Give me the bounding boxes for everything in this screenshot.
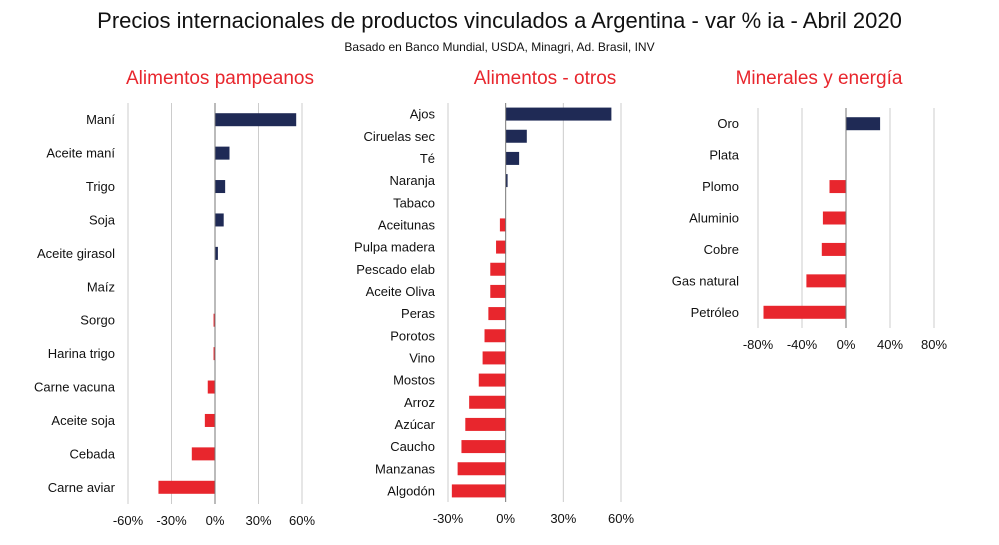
tick-label: -80% bbox=[743, 337, 774, 352]
bar bbox=[204, 413, 215, 427]
panel-title: Minerales y energía bbox=[736, 68, 903, 89]
category-label: Ajos bbox=[410, 107, 436, 122]
tick-label: 0% bbox=[206, 513, 225, 528]
chart-title: Precios internacionales de productos vin… bbox=[97, 8, 902, 33]
category-label: Porotos bbox=[390, 328, 435, 343]
bar bbox=[763, 305, 846, 319]
tick-label: 60% bbox=[608, 511, 634, 526]
category-label: Vino bbox=[409, 350, 435, 365]
bar bbox=[215, 113, 297, 127]
bar bbox=[822, 211, 846, 225]
category-label: Ciruelas sec bbox=[363, 129, 435, 144]
bar bbox=[207, 380, 215, 394]
bar bbox=[821, 242, 846, 256]
bar bbox=[505, 107, 612, 121]
bar bbox=[829, 180, 846, 194]
bar bbox=[215, 180, 226, 194]
category-label: Naranja bbox=[389, 173, 435, 188]
category-label: Petróleo bbox=[691, 305, 739, 320]
category-label: Aluminio bbox=[689, 211, 739, 226]
category-label: Trigo bbox=[86, 179, 115, 194]
bar bbox=[461, 440, 506, 454]
panel-title: Alimentos pampeanos bbox=[126, 68, 314, 89]
category-label: Azúcar bbox=[395, 417, 436, 432]
bar bbox=[215, 213, 224, 227]
category-label: Plomo bbox=[702, 179, 739, 194]
bar bbox=[213, 313, 215, 327]
bar bbox=[490, 284, 506, 298]
bar bbox=[451, 484, 506, 498]
category-label: Sorgo bbox=[80, 313, 115, 328]
category-label: Caucho bbox=[390, 439, 435, 454]
category-label: Gas natural bbox=[672, 273, 739, 288]
category-label: Plata bbox=[709, 148, 739, 163]
category-label: Carne vacuna bbox=[34, 380, 116, 395]
category-label: Carne aviar bbox=[48, 480, 116, 495]
panel-alimentos-otros: Alimentos - otros Ajos Ciruelas sec Té Naran… bbox=[354, 68, 634, 526]
category-label: Aceite girasol bbox=[37, 246, 115, 261]
category-label: Té bbox=[420, 151, 435, 166]
category-label: Arroz bbox=[404, 395, 435, 410]
category-label: Tabaco bbox=[393, 195, 435, 210]
bar bbox=[215, 146, 230, 160]
category-label: Peras bbox=[401, 306, 435, 321]
chart-subtitle: Basado en Banco Mundial, USDA, Minagri, … bbox=[344, 40, 655, 54]
bar bbox=[505, 129, 527, 143]
category-label: Maíz bbox=[87, 279, 115, 294]
category-label: Cebada bbox=[69, 446, 115, 461]
tick-label: 80% bbox=[921, 337, 947, 352]
bar bbox=[490, 262, 506, 276]
category-label: Pescado elab bbox=[356, 262, 435, 277]
tick-label: 0% bbox=[837, 337, 856, 352]
bar bbox=[505, 174, 508, 188]
bar bbox=[484, 329, 506, 343]
bar bbox=[215, 246, 218, 260]
tick-label: 40% bbox=[877, 337, 903, 352]
category-label: Oro bbox=[717, 116, 739, 131]
category-label: Harina trigo bbox=[48, 346, 115, 361]
tick-label: 30% bbox=[550, 511, 576, 526]
tick-label: 0% bbox=[496, 511, 515, 526]
category-label: Algodón bbox=[387, 483, 435, 498]
bar bbox=[806, 274, 846, 288]
category-label: Manzanas bbox=[375, 461, 435, 476]
bar bbox=[488, 307, 506, 321]
bar bbox=[846, 117, 881, 131]
bar bbox=[478, 373, 506, 387]
tick-label: -60% bbox=[113, 513, 144, 528]
bar bbox=[496, 240, 506, 254]
category-label: Aceite Oliva bbox=[366, 284, 436, 299]
category-label: Aceitunas bbox=[378, 217, 436, 232]
bar bbox=[457, 462, 506, 476]
panel-minerales-energia: Minerales y energía Oro Plata Plomo Aluminio… bbox=[672, 68, 948, 352]
bar bbox=[469, 395, 506, 409]
tick-label: -30% bbox=[433, 511, 464, 526]
tick-label: -30% bbox=[156, 513, 187, 528]
panel-alimentos-pampeanos: Alimentos pampeanos Maní Aceite maní Trigo S… bbox=[34, 68, 315, 528]
tick-label: 60% bbox=[289, 513, 315, 528]
category-label: Mostos bbox=[393, 373, 435, 388]
bar bbox=[482, 351, 506, 365]
bar bbox=[213, 347, 215, 361]
category-label: Aceite maní bbox=[46, 146, 115, 161]
tick-label: -40% bbox=[787, 337, 818, 352]
bar bbox=[499, 218, 506, 232]
bar bbox=[505, 151, 520, 165]
category-label: Soja bbox=[89, 212, 116, 227]
bar bbox=[158, 480, 215, 494]
category-label: Aceite soja bbox=[51, 413, 115, 428]
bar bbox=[465, 417, 506, 431]
category-label: Cobre bbox=[704, 242, 739, 257]
category-label: Maní bbox=[86, 112, 115, 127]
bar bbox=[191, 447, 215, 461]
category-label: Pulpa madera bbox=[354, 240, 436, 255]
panel-title: Alimentos - otros bbox=[474, 68, 617, 89]
tick-label: 30% bbox=[245, 513, 271, 528]
